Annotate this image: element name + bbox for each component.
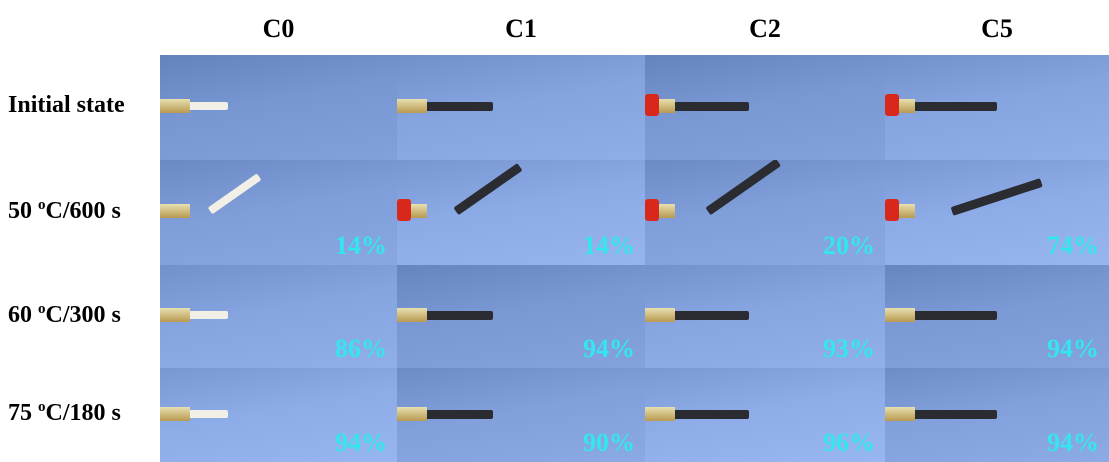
- photo: 94%: [160, 368, 397, 462]
- specimen: [453, 163, 522, 215]
- row-label: Initial state: [8, 92, 125, 119]
- condition: C/180 s: [46, 400, 121, 426]
- specimen: [903, 410, 997, 419]
- recovery-ratio: 93%: [823, 334, 875, 364]
- recovery-ratio: 20%: [823, 231, 875, 261]
- clamp: [885, 308, 915, 322]
- temperature: 50: [8, 198, 32, 224]
- degree-mark: o: [38, 301, 46, 317]
- specimen: [663, 311, 749, 320]
- specimen: [663, 102, 749, 111]
- clamp: [645, 308, 675, 322]
- clamp: [160, 308, 190, 322]
- condition: C/300 s: [46, 302, 121, 328]
- figure: C0C1C2C5Initial state50oC/600 s14%14%20%…: [0, 0, 1109, 462]
- clamp: [160, 204, 190, 218]
- specimen: [951, 178, 1043, 216]
- wire: [645, 94, 659, 116]
- specimen: [663, 410, 749, 419]
- photo: 90%: [397, 368, 645, 462]
- row-label: 50 oC/600 s: [8, 197, 121, 225]
- photo: 86%: [160, 265, 397, 368]
- photo: 94%: [885, 265, 1109, 368]
- specimen: [208, 174, 262, 215]
- column-header: C0: [219, 14, 339, 44]
- column-header: C2: [705, 14, 825, 44]
- clamp: [397, 308, 427, 322]
- photo: 20%: [645, 160, 885, 265]
- wire: [645, 199, 659, 221]
- recovery-ratio: 96%: [823, 428, 875, 458]
- column-header: C5: [937, 14, 1057, 44]
- wire: [885, 94, 899, 116]
- specimen: [903, 311, 997, 320]
- temperature: 60: [8, 302, 32, 328]
- photo: 94%: [885, 368, 1109, 462]
- recovery-ratio: 74%: [1047, 231, 1099, 261]
- row-label: 75 oC/180 s: [8, 399, 121, 427]
- specimen: [705, 160, 781, 215]
- degree-mark: o: [38, 399, 46, 415]
- clamp: [397, 99, 427, 113]
- row-label: 60 oC/300 s: [8, 301, 121, 329]
- photo: 74%: [885, 160, 1109, 265]
- recovery-ratio: 94%: [583, 334, 635, 364]
- recovery-ratio: 90%: [583, 428, 635, 458]
- condition: C/600 s: [46, 198, 121, 224]
- specimen: [903, 102, 997, 111]
- wire: [397, 199, 411, 221]
- recovery-ratio: 94%: [1047, 334, 1099, 364]
- photo: [885, 55, 1109, 160]
- photo: [397, 55, 645, 160]
- clamp: [645, 407, 675, 421]
- clamp: [160, 99, 190, 113]
- column-header: C1: [461, 14, 581, 44]
- recovery-ratio: 14%: [335, 231, 387, 261]
- recovery-ratio: 94%: [335, 428, 387, 458]
- photo: [645, 55, 885, 160]
- photo: 96%: [645, 368, 885, 462]
- clamp: [885, 407, 915, 421]
- recovery-ratio: 94%: [1047, 428, 1099, 458]
- photo: 94%: [397, 265, 645, 368]
- wire: [885, 199, 899, 221]
- recovery-ratio: 86%: [335, 334, 387, 364]
- clamp: [160, 407, 190, 421]
- photo: 93%: [645, 265, 885, 368]
- recovery-ratio: 14%: [583, 231, 635, 261]
- clamp: [397, 407, 427, 421]
- photo: 14%: [397, 160, 645, 265]
- temperature: 75: [8, 400, 32, 426]
- degree-mark: o: [38, 197, 46, 213]
- photo: 14%: [160, 160, 397, 265]
- photo: [160, 55, 397, 160]
